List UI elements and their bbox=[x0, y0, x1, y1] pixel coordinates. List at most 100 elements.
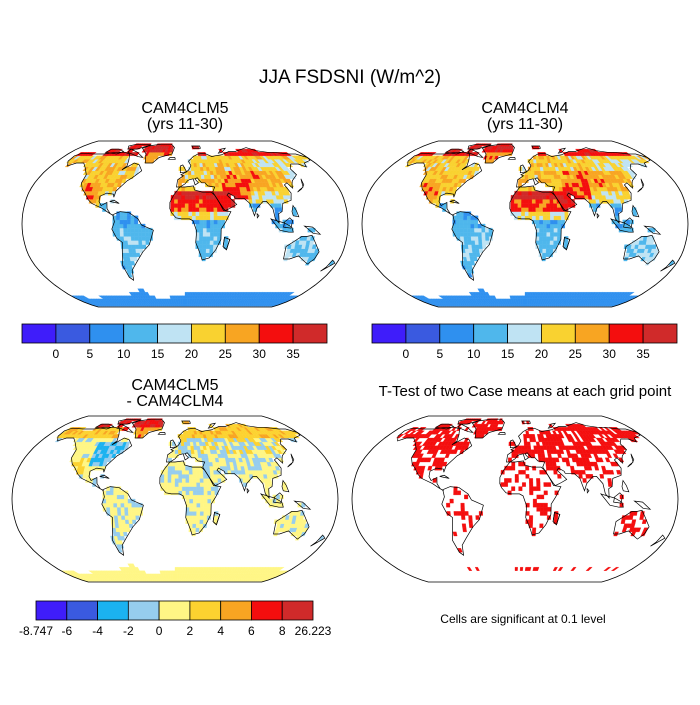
grid-cell bbox=[213, 211, 218, 216]
colorbar-tick-label: 30 bbox=[603, 347, 617, 361]
grid-cell bbox=[178, 178, 182, 183]
grid-cell bbox=[127, 240, 132, 245]
grid-cell bbox=[463, 236, 468, 241]
grid-cell bbox=[80, 295, 90, 300]
grid-cell bbox=[478, 240, 483, 245]
grid-cell bbox=[521, 178, 526, 183]
grid-cell bbox=[164, 486, 168, 491]
grid-cell bbox=[539, 223, 544, 229]
grid-cell bbox=[180, 304, 184, 307]
colorbar-swatch bbox=[507, 323, 542, 344]
grid-cell bbox=[134, 240, 139, 245]
grid-cell bbox=[449, 498, 454, 504]
panel-3-title-line-2: - CAM4CLM4 bbox=[127, 393, 224, 410]
grid-cell bbox=[557, 215, 562, 221]
grid-cell bbox=[199, 470, 204, 475]
grid-cell bbox=[475, 515, 480, 520]
grid-cell bbox=[206, 227, 211, 233]
grid-cell bbox=[223, 240, 229, 245]
grid-cell bbox=[539, 219, 544, 225]
grid-cell bbox=[202, 207, 207, 212]
grid-cell bbox=[528, 199, 533, 204]
grid-cell bbox=[202, 248, 207, 253]
map-panel-difference bbox=[11, 415, 339, 583]
grid-cell bbox=[145, 236, 150, 241]
grid-cell bbox=[481, 227, 486, 233]
grid-cell bbox=[542, 199, 547, 204]
colorbar-tick-label: 15 bbox=[151, 347, 165, 361]
colorbar-swatch bbox=[473, 323, 509, 344]
grid-cell bbox=[299, 236, 304, 241]
grid-cell bbox=[466, 215, 471, 221]
grid-cell bbox=[213, 474, 218, 479]
grid-cell bbox=[481, 232, 486, 237]
grid-cell bbox=[557, 207, 562, 212]
grid-cell bbox=[533, 162, 538, 168]
grid-cell bbox=[535, 441, 540, 446]
grid-cell bbox=[168, 453, 172, 458]
grid-cell bbox=[517, 203, 522, 208]
grid-cell bbox=[633, 511, 638, 516]
grid-cell bbox=[482, 244, 487, 249]
coastline-svalbard bbox=[191, 145, 201, 149]
grid-cell bbox=[535, 199, 540, 204]
grid-cell bbox=[511, 465, 516, 471]
grid-cell bbox=[189, 486, 194, 491]
grid-cell bbox=[626, 292, 635, 296]
grid-cell bbox=[521, 195, 526, 200]
grid-cell bbox=[178, 478, 183, 483]
grid-cell bbox=[484, 292, 490, 296]
grid-cell bbox=[550, 232, 555, 237]
colorbar-swatch bbox=[21, 323, 57, 344]
grid-cell bbox=[567, 203, 572, 208]
grid-cell bbox=[202, 190, 207, 196]
grid-cell bbox=[171, 482, 176, 487]
grid-cell bbox=[617, 203, 622, 208]
grid-cell bbox=[470, 227, 475, 233]
grid-cell bbox=[592, 203, 597, 208]
grid-cell bbox=[585, 474, 590, 479]
grid-cell bbox=[549, 465, 554, 471]
grid-cell bbox=[649, 240, 655, 245]
grid-cell bbox=[511, 453, 516, 458]
grid-cell bbox=[217, 215, 222, 221]
grid-cell bbox=[167, 490, 172, 496]
grid-cell bbox=[535, 223, 540, 229]
grid-cell bbox=[167, 570, 171, 575]
grid-cell bbox=[282, 486, 288, 491]
grid-cell bbox=[140, 288, 146, 293]
grid-cell bbox=[467, 240, 472, 245]
colorbar-swatch bbox=[97, 600, 129, 621]
grid-cell bbox=[202, 211, 207, 216]
grid-cell bbox=[532, 498, 537, 504]
colorbar-swatch bbox=[250, 600, 283, 621]
grid-cell bbox=[539, 511, 544, 516]
grid-cell bbox=[463, 219, 468, 225]
grid-cell bbox=[213, 236, 218, 241]
grid-cell bbox=[470, 236, 476, 241]
colorbar-tick-label: 15 bbox=[501, 347, 515, 361]
grid-cell bbox=[196, 490, 201, 496]
grid-cell bbox=[420, 295, 430, 300]
colorbar-swatch bbox=[190, 323, 226, 344]
grid-cell bbox=[532, 437, 537, 443]
grid-cell bbox=[109, 502, 114, 508]
grid-cell bbox=[453, 490, 458, 496]
grid-cell bbox=[182, 298, 186, 303]
grid-cell bbox=[203, 511, 208, 516]
grid-cell bbox=[192, 486, 197, 491]
grid-cell bbox=[178, 461, 183, 467]
grid-cell bbox=[535, 207, 540, 212]
grid-cell bbox=[209, 203, 214, 208]
grid-cell bbox=[203, 474, 208, 479]
coastline-novaya bbox=[217, 147, 227, 154]
grid-cell bbox=[309, 240, 315, 245]
grid-cell bbox=[535, 215, 540, 221]
grid-cell bbox=[553, 236, 558, 241]
grid-cell bbox=[527, 292, 531, 296]
grid-cell bbox=[192, 207, 196, 212]
grid-cell bbox=[549, 236, 554, 241]
grid-cell bbox=[145, 227, 150, 233]
coastline-iceland bbox=[167, 157, 176, 160]
grid-cell bbox=[632, 211, 638, 216]
